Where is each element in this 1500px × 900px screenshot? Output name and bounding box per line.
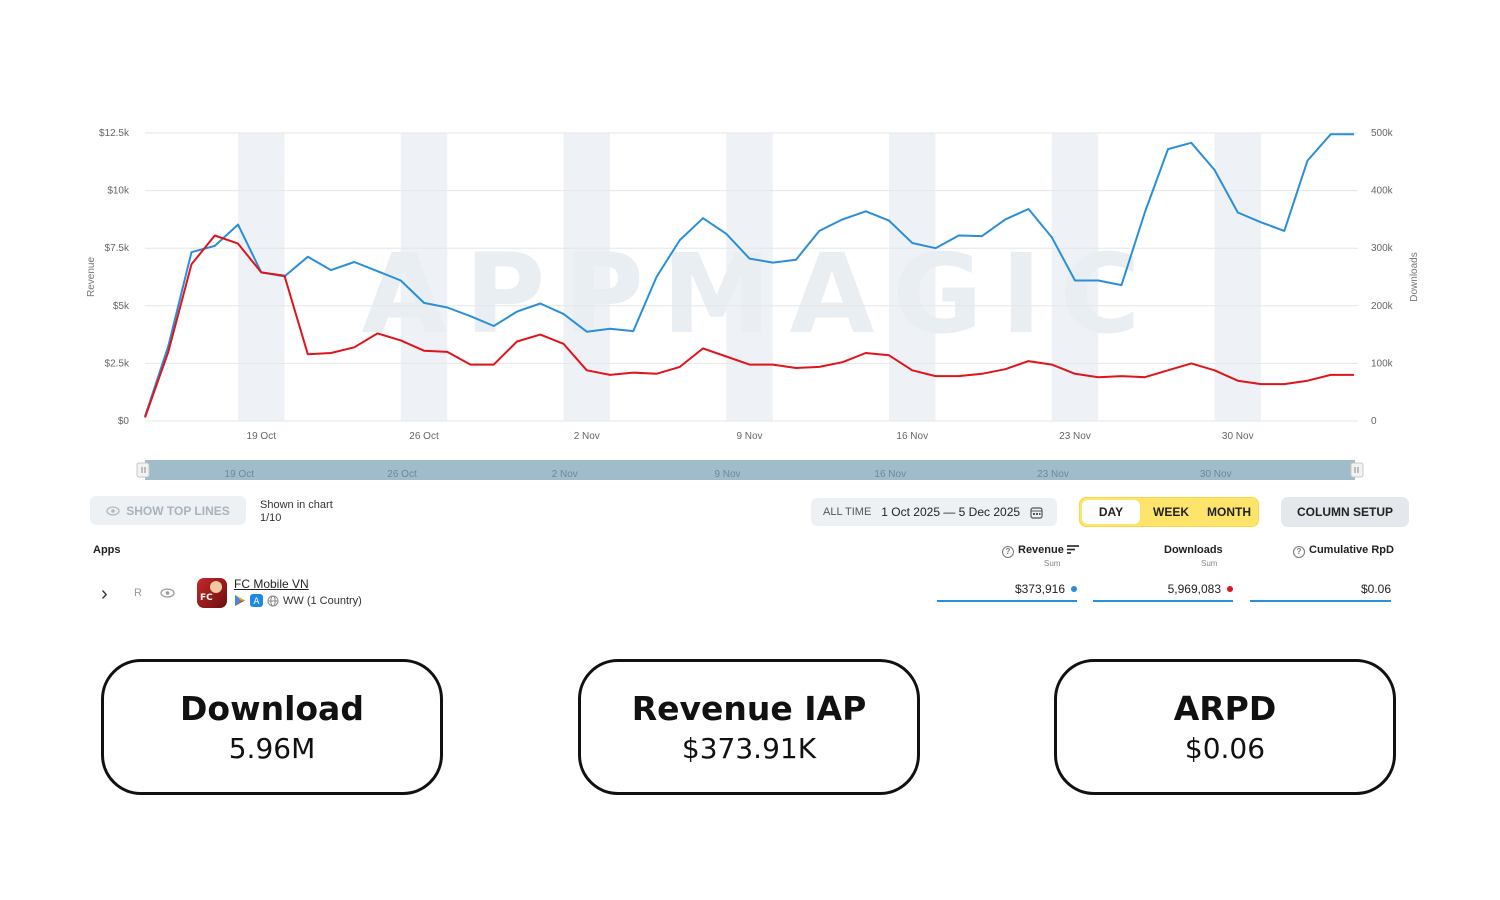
y-left-tick-label: $12.5k — [99, 128, 130, 139]
weekend-band — [889, 133, 936, 421]
navigator-label: 2 Nov — [552, 469, 578, 480]
eye-icon[interactable] — [160, 588, 175, 598]
period-day[interactable]: DAY — [1082, 500, 1140, 524]
date-range-value[interactable]: 1 Oct 2025 — 5 Dec 2025 — [881, 505, 1021, 519]
arpd-card: ARPD $0.06 — [1054, 659, 1396, 795]
navigator-label: 16 Nov — [874, 469, 906, 480]
x-tick-label: 2 Nov — [574, 431, 600, 442]
x-tick-label: 19 Oct — [247, 431, 277, 442]
y-left-tick-label: $2.5k — [105, 358, 130, 369]
shown-in-chart-label: Shown in chart — [260, 499, 333, 511]
rpd-value: $0.06 — [1360, 582, 1391, 596]
watermark: APPMAGIC — [362, 230, 1159, 358]
period-month[interactable]: MONTH — [1207, 505, 1251, 519]
weekend-band — [238, 133, 285, 421]
globe-icon — [267, 595, 279, 606]
help-icon[interactable]: ? — [1293, 546, 1305, 558]
apps-header: Apps — [93, 544, 121, 556]
revenue-value: $373,916 — [1014, 582, 1065, 596]
x-tick-label: 26 Oct — [409, 431, 439, 442]
navigator-selection[interactable] — [145, 460, 1355, 480]
navigator-label: 23 Nov — [1037, 469, 1069, 480]
y-axis-left-title: Revenue — [86, 257, 97, 297]
show-top-lines-button[interactable]: SHOW TOP LINES — [90, 496, 246, 525]
help-icon[interactable]: ? — [1002, 546, 1014, 558]
rpd-value-cell: $0.06 — [1250, 582, 1391, 602]
show-top-lines-label: SHOW TOP LINES — [126, 503, 230, 518]
weekend-band — [400, 133, 448, 421]
all-time-label[interactable]: ALL TIME — [823, 506, 872, 518]
downloads-value: 5,969,083 — [1167, 582, 1221, 596]
card-title: ARPD — [1173, 689, 1277, 728]
column-setup-button[interactable]: COLUMN SETUP — [1281, 497, 1409, 527]
x-tick-label: 9 Nov — [736, 431, 762, 442]
app-icon-text: FC — [200, 593, 213, 603]
revenue-value-cell: $373,916 — [937, 582, 1077, 602]
date-range-picker[interactable]: ALL TIME 1 Oct 2025 — 5 Dec 2025 — [811, 498, 1057, 526]
card-value: $0.06 — [1184, 732, 1266, 765]
navigator-label: 30 Nov — [1200, 469, 1232, 480]
rpd-header-label: Cumulative RpD — [1309, 544, 1394, 556]
calendar-icon[interactable] — [1030, 506, 1043, 519]
y-axis-right-title: Downloads — [1409, 252, 1420, 301]
shown-in-chart-value: 1/10 — [260, 512, 282, 524]
period-week[interactable]: WEEK — [1153, 505, 1189, 519]
shown-in-chart: Shown in chart 1/10 — [260, 499, 333, 525]
expand-chevron-icon[interactable]: › — [101, 583, 108, 605]
rpd-header[interactable]: ? Cumulative RpD — [1293, 544, 1394, 558]
navigator-label: 19 Oct — [225, 469, 255, 480]
x-tick-label: 30 Nov — [1222, 431, 1254, 442]
google-play-icon — [235, 595, 245, 606]
y-right-tick-label: 0 — [1371, 416, 1377, 427]
weekend-band — [726, 133, 773, 421]
navigator-left-handle[interactable] — [136, 462, 150, 478]
revenue-header-label: Revenue — [1018, 544, 1064, 556]
y-right-tick-label: 100k — [1371, 358, 1394, 369]
x-tick-label: 16 Nov — [896, 431, 928, 442]
revenue-card: Revenue IAP $373.91K — [578, 659, 920, 795]
downloads-value-cell: 5,969,083 — [1093, 582, 1233, 602]
y-right-tick-label: 200k — [1371, 301, 1394, 312]
navigator-label: 9 Nov — [714, 469, 740, 480]
downloads-sub: Sum — [1201, 559, 1218, 568]
revenue-sub: Sum — [1044, 559, 1061, 568]
app-icon[interactable]: FC — [197, 578, 227, 608]
revenue-series-dot — [1071, 586, 1077, 592]
y-left-tick-label: $10k — [107, 186, 130, 197]
navigator-right-handle[interactable] — [1350, 462, 1364, 478]
app-name-link[interactable]: FC Mobile VN — [234, 577, 309, 591]
y-left-tick-label: $7.5k — [105, 243, 130, 254]
card-title: Revenue IAP — [631, 689, 867, 728]
eye-icon — [106, 505, 120, 516]
card-value: 5.96M — [228, 732, 316, 765]
x-tick-label: 23 Nov — [1059, 431, 1091, 442]
app-meta: A WW (1 Country) — [234, 594, 362, 607]
region-label: WW (1 Country) — [283, 594, 362, 607]
svg-text:A: A — [253, 597, 260, 607]
period-toggle[interactable]: DAY WEEK MONTH — [1079, 497, 1259, 527]
downloads-header[interactable]: Downloads — [1164, 544, 1223, 556]
card-title: Download — [180, 689, 364, 728]
download-card: Download 5.96M — [101, 659, 443, 795]
revenue-downloads-chart: APPMAGIC $0 $2.5k $5k $7.5k $10k $12.5k 0 100k… — [86, 128, 1420, 480]
navigator-label: 26 Oct — [387, 469, 417, 480]
y-right-tick-label: 500k — [1371, 128, 1394, 139]
sort-icon[interactable] — [1066, 545, 1079, 554]
downloads-line — [144, 133, 1354, 417]
app-store-icon: A — [250, 594, 263, 607]
y-left-tick-label: $0 — [118, 416, 130, 427]
downloads-series-dot — [1227, 586, 1233, 592]
revenue-header[interactable]: ? Revenue — [1002, 544, 1079, 558]
y-right-tick-label: 400k — [1371, 186, 1394, 197]
weekend-band — [1214, 133, 1261, 421]
card-value: $373.91K — [681, 732, 817, 765]
r-label[interactable]: R — [134, 587, 142, 599]
y-right-tick-label: 300k — [1371, 243, 1394, 254]
revenue-line — [144, 234, 1354, 418]
y-left-tick-label: $5k — [113, 301, 130, 312]
range-navigator[interactable]: 19 Oct 26 Oct 2 Nov 9 Nov 16 Nov 23 Nov 30 Nov — [136, 460, 1364, 480]
